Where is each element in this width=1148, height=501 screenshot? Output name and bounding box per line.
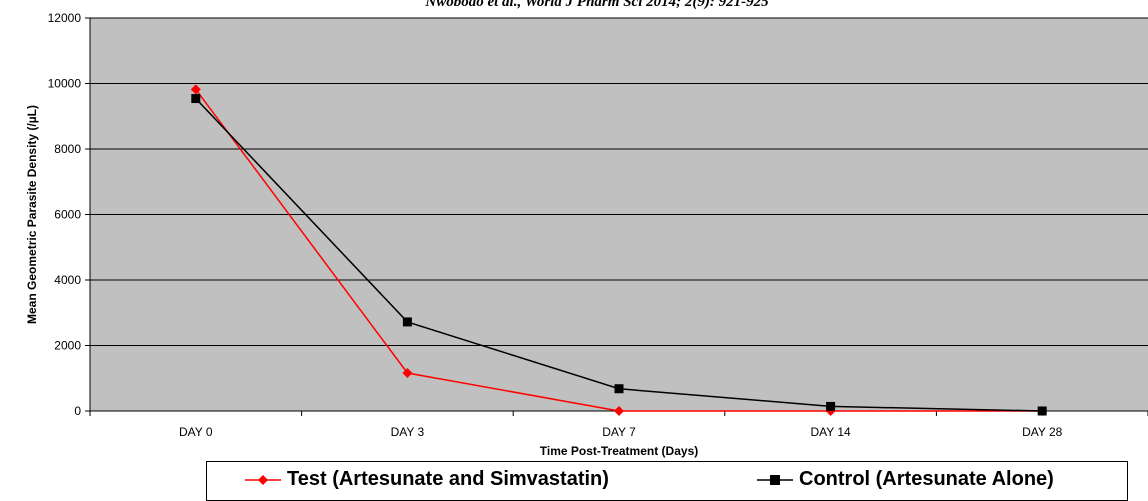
y-tick-label: 12000 [48, 11, 82, 25]
legend-label-control: Control (Artesunate Alone) [799, 468, 1054, 490]
legend-swatch-control [757, 474, 793, 485]
gridlines [90, 17, 1148, 346]
x-tick-label: DAY 7 [602, 425, 636, 439]
data-point-square [402, 317, 412, 327]
data-point-square [1037, 406, 1047, 416]
y-tick-label: 2000 [54, 339, 81, 353]
x-tick-label: DAY 28 [1022, 425, 1063, 439]
y-tick-label: 0 [74, 404, 81, 418]
y-axis-title: Mean Geometric Parasite Density (/µL) [25, 105, 39, 324]
y-tick-label: 10000 [48, 77, 82, 91]
y-tick-label: 4000 [54, 273, 81, 287]
x-tick-label: DAY 0 [179, 425, 213, 439]
data-point-diamond [614, 406, 624, 416]
series-control [191, 94, 1047, 416]
legend-item-test: Test (Artesunate and Simvastatin) [245, 468, 609, 491]
x-tick-label: DAY 14 [810, 425, 851, 439]
y-tick-label: 8000 [54, 142, 81, 156]
data-point-diamond [190, 84, 201, 95]
legend: Test (Artesunate and Simvastatin) Contro… [206, 461, 1128, 501]
data-point-diamond [402, 368, 413, 379]
data-point-square [826, 401, 836, 411]
header-citation: Nwobodo et al., World J Pharm Sci 2014; … [424, 0, 769, 10]
x-tick-label: DAY 3 [391, 425, 425, 439]
legend-swatch-test [245, 474, 281, 485]
y-tick-label: 6000 [54, 208, 81, 222]
series-layer [190, 84, 1048, 416]
data-point-square [191, 94, 201, 104]
legend-label-test: Test (Artesunate and Simvastatin) [287, 468, 609, 490]
legend-item-control: Control (Artesunate Alone) [757, 468, 1054, 491]
x-axis-ticks: DAY 0 DAY 3 DAY 7 DAY 14 DAY 28 [89, 411, 1148, 439]
y-axis-ticks: 0 2000 4000 6000 8000 10000 12000 [48, 11, 90, 418]
data-point-square [614, 384, 624, 394]
x-axis-title: Time Post-Treatment (Days) [540, 444, 699, 458]
